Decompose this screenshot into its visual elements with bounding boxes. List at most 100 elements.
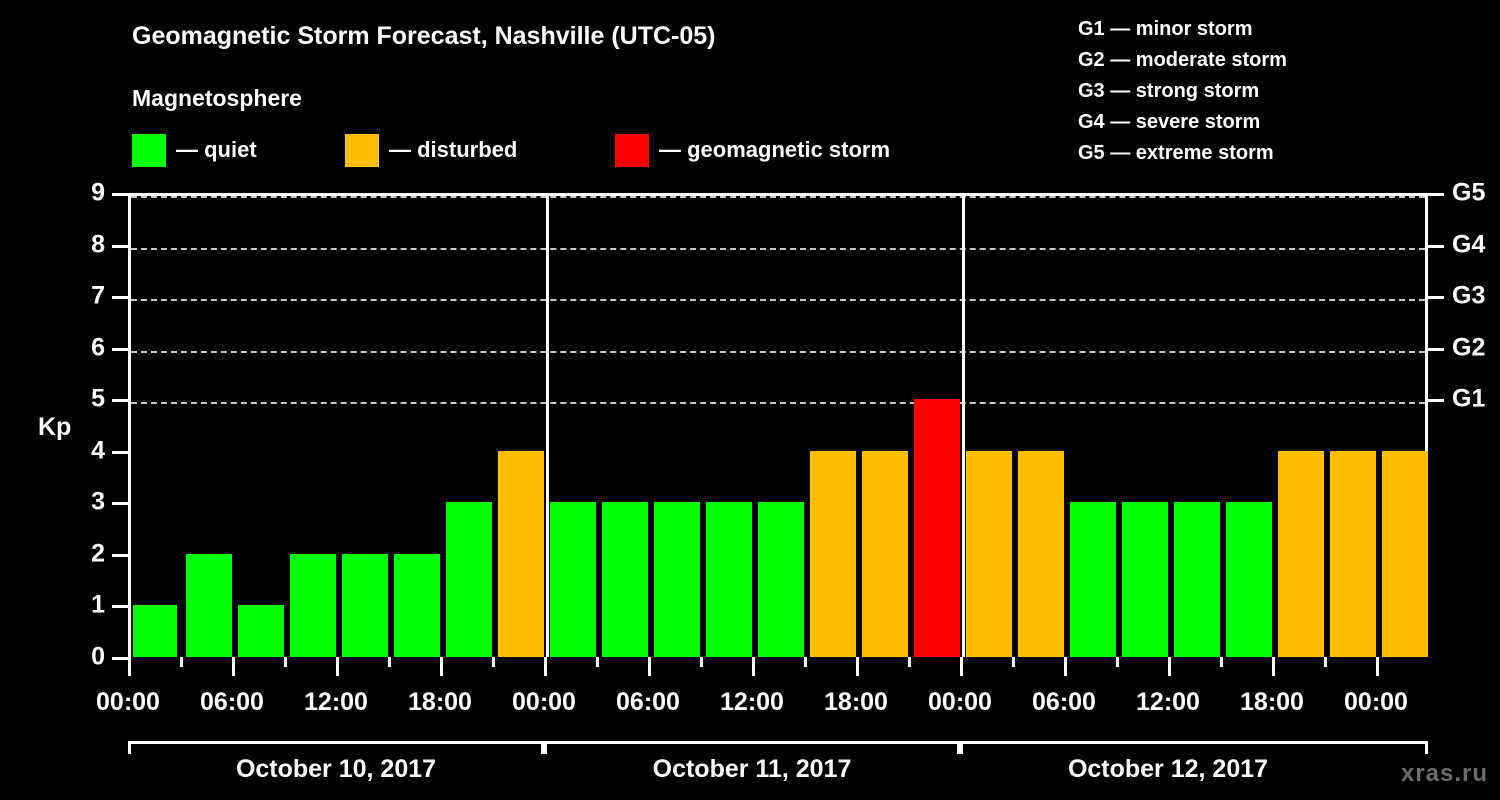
- x-axis-tick-label: 00:00: [928, 688, 992, 716]
- x-axis-minor-tick: [388, 657, 391, 667]
- x-axis-minor-tick: [284, 657, 287, 667]
- y-axis-tick: [112, 347, 128, 351]
- g-axis-tick-label: G5: [1452, 178, 1486, 207]
- x-axis-tick-label: 12:00: [720, 688, 784, 716]
- kp-bar: [1018, 450, 1064, 657]
- day-label: October 11, 2017: [652, 755, 852, 783]
- g-axis-tick-label: G1: [1452, 384, 1486, 413]
- x-axis-tick-label: 18:00: [824, 688, 888, 716]
- x-axis-tick-label: 06:00: [1032, 688, 1096, 716]
- plot-inner: [131, 196, 1428, 657]
- g-axis-tick-label: G4: [1452, 230, 1486, 259]
- x-axis-tick: [752, 657, 755, 676]
- kp-bar: [1330, 450, 1376, 657]
- kp-bar: [1382, 450, 1428, 657]
- x-axis-minor-tick: [700, 657, 703, 667]
- legend-item-label: — quiet: [176, 137, 257, 162]
- gscale-legend-line: G5 — extreme storm: [1078, 142, 1274, 164]
- x-axis-tick-label: 18:00: [1240, 688, 1304, 716]
- y-axis-tick: [112, 502, 128, 506]
- day-label: October 12, 2017: [1067, 755, 1269, 783]
- x-axis-tick: [440, 657, 443, 676]
- g-axis-tick: [1428, 347, 1444, 351]
- kp-bar: [186, 553, 232, 657]
- day-separator: [962, 196, 965, 657]
- x-axis-tick-label: 12:00: [1136, 688, 1200, 716]
- x-axis-tick-label: 00:00: [1344, 688, 1408, 716]
- gscale-legend: G1 — minor storm G2 — moderate storm G3 — …: [1078, 14, 1287, 169]
- kp-bar: [1226, 502, 1272, 657]
- y-axis-tick: [112, 657, 128, 660]
- kp-bar: [394, 553, 440, 657]
- x-axis-minor-tick: [596, 657, 599, 667]
- day-bracket: [128, 741, 544, 754]
- green-square-icon: [132, 133, 166, 167]
- x-axis-tick-label: 12:00: [304, 688, 368, 716]
- x-axis-minor-tick: [1116, 657, 1119, 667]
- gscale-legend-line: G1 — minor storm: [1078, 18, 1253, 40]
- g-axis-tick: [1428, 296, 1444, 300]
- y-axis-tick-label: 7: [91, 281, 105, 310]
- x-axis-tick: [1376, 657, 1379, 676]
- kp-bar: [290, 553, 336, 657]
- legend-item: — disturbed: [345, 133, 517, 167]
- gridline: [131, 402, 1425, 405]
- kp-bar: [1278, 450, 1324, 657]
- kp-bar: [1122, 502, 1168, 657]
- page-title: Geomagnetic Storm Forecast, Nashville (U…: [132, 22, 716, 50]
- legend-heading: Magnetosphere: [132, 85, 302, 111]
- y-axis-tick-label: 9: [91, 178, 105, 207]
- y-axis-tick-label: 8: [91, 230, 105, 259]
- y-axis-tick-label: 5: [91, 384, 105, 413]
- kp-bar: [342, 553, 388, 657]
- x-axis-tick-label: 00:00: [96, 688, 160, 716]
- x-axis-tick: [1272, 657, 1275, 676]
- gscale-legend-line: G3 — strong storm: [1078, 80, 1260, 102]
- y-axis-tick: [112, 296, 128, 300]
- legend-item: — quiet: [132, 133, 257, 167]
- y-axis-tick-label: 1: [91, 590, 105, 619]
- day-bracket: [960, 741, 1428, 754]
- x-axis-minor-tick: [908, 657, 911, 667]
- x-axis-tick: [128, 657, 131, 676]
- x-axis-minor-tick: [1220, 657, 1223, 667]
- x-axis-tick: [856, 657, 859, 676]
- x-axis-tick-label: 18:00: [408, 688, 472, 716]
- kp-bar: [654, 502, 700, 657]
- y-axis-tick-label: 4: [91, 436, 105, 465]
- y-axis-tick-label: 0: [91, 642, 105, 671]
- y-axis-tick: [112, 450, 128, 454]
- y-axis-tick: [112, 553, 128, 557]
- kp-bar: [1070, 502, 1116, 657]
- legend-item-label: — geomagnetic storm: [659, 137, 891, 162]
- legend-item: — geomagnetic storm: [615, 133, 890, 167]
- y-axis-label: Kp: [38, 413, 72, 441]
- g-axis-tick-label: G2: [1452, 333, 1486, 362]
- day-bracket: [544, 741, 960, 754]
- x-axis-minor-tick: [1324, 657, 1327, 667]
- gscale-legend-line: G4 — severe storm: [1078, 111, 1261, 133]
- g-axis-tick-label: G3: [1452, 281, 1486, 310]
- red-square-icon: [615, 133, 649, 167]
- g-axis-tick: [1428, 244, 1444, 248]
- gscale-legend-line: G2 — moderate storm: [1078, 49, 1287, 71]
- y-axis-tick: [112, 399, 128, 403]
- orange-square-icon: [345, 133, 379, 167]
- x-axis-tick: [960, 657, 963, 676]
- g-axis-tick: [1428, 193, 1444, 196]
- kp-bar: [238, 605, 284, 657]
- gridline: [131, 350, 1425, 353]
- kp-bar: [1174, 502, 1220, 657]
- kp-bar: [133, 605, 177, 657]
- x-axis-tick: [544, 657, 547, 676]
- watermark: xras.ru: [1400, 760, 1488, 787]
- kp-bar: [550, 502, 596, 657]
- y-axis-tick: [112, 193, 128, 196]
- x-axis-minor-tick: [180, 657, 183, 667]
- day-label: October 10, 2017: [235, 755, 437, 783]
- x-axis-tick-label: 00:00: [512, 688, 576, 716]
- kp-bar: [706, 502, 752, 657]
- kp-bar: [862, 450, 908, 657]
- kp-bar: [498, 450, 544, 657]
- x-axis-tick: [336, 657, 339, 676]
